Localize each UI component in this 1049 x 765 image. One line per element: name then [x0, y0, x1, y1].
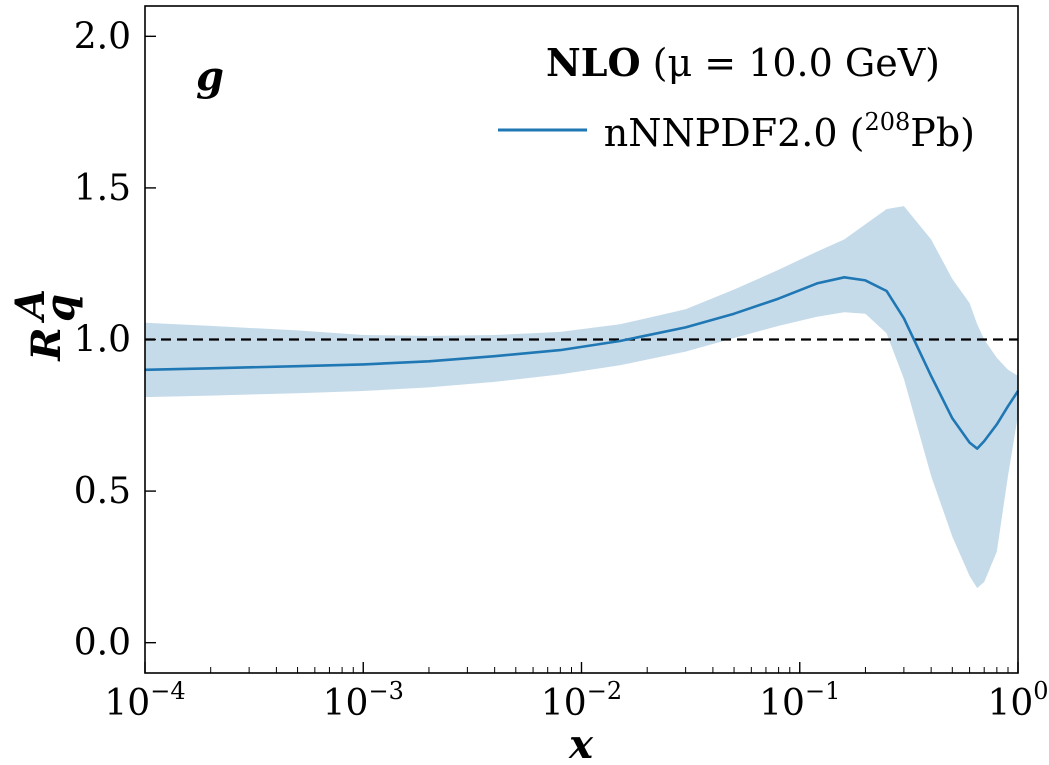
x-tick-base: 10 [541, 683, 587, 724]
legend-entry-main: nNNPDF2.0 ( [604, 111, 865, 155]
y-tick-label: 0.0 [74, 623, 131, 664]
x-tick-base: 10 [759, 683, 805, 724]
x-tick-label: 10−4 [104, 677, 185, 724]
plot-frame [144, 5, 1019, 674]
y-tick-label: 1.5 [74, 168, 131, 209]
y-axis-title: R A q [7, 289, 84, 362]
legend-title: NLO (μ = 10.0 GeV) [546, 40, 940, 85]
legend: NLO (μ = 10.0 GeV) nNNPDF2.0 (208Pb) [498, 40, 975, 155]
legend-entry-end: Pb) [910, 111, 975, 155]
x-tick-exponent: −4 [150, 677, 185, 705]
data-layer [144, 206, 1020, 589]
x-tick-exponent: −2 [587, 677, 622, 705]
x-tick-base: 10 [987, 683, 1033, 724]
x-axis-title: x [568, 721, 594, 765]
legend-entry-sup: 208 [864, 108, 910, 136]
x-tick-label: 100 [987, 677, 1048, 724]
y-axis-title-main: R [23, 327, 70, 361]
x-tick-label: 10−1 [759, 677, 840, 724]
legend-title-scale: (μ = 10.0 GeV) [641, 41, 940, 85]
x-tick-exponent: −3 [368, 677, 403, 705]
y-axis-title-sup: A [7, 289, 54, 324]
x-tick-exponent: 0 [1033, 677, 1048, 705]
x-tick-labels: 10−4 10−3 10−2 10−1 100 [104, 677, 1048, 724]
central-line [144, 275, 1020, 450]
y-tick-label: 0.5 [74, 471, 131, 512]
x-tick-label: 10−3 [323, 677, 404, 724]
legend-title-order: NLO [546, 40, 641, 85]
y-tick-label: 2.0 [74, 16, 131, 57]
y-axis-title-sub: q [37, 294, 84, 322]
x-tick-base: 10 [104, 683, 150, 724]
y-tick-labels: 0.0 0.5 1.0 1.5 2.0 [74, 16, 131, 663]
x-tick-label: 10−2 [541, 677, 622, 724]
minor-ticks [210, 667, 1009, 673]
uncertainty-band [145, 206, 1018, 589]
panel-label: g [196, 53, 224, 100]
x-tick-base: 10 [323, 683, 369, 724]
y-tick-label: 1.0 [74, 320, 131, 361]
x-tick-exponent: −1 [805, 677, 840, 705]
legend-entry: nNNPDF2.0 (208Pb) [604, 108, 975, 155]
